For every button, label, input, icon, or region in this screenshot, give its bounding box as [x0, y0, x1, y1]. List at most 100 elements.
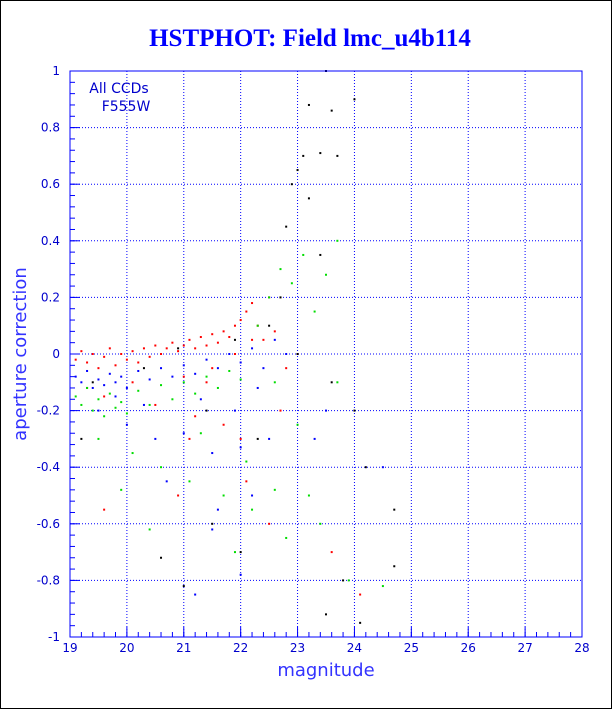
data-point: [182, 344, 185, 347]
data-point: [330, 109, 333, 112]
data-point: [330, 551, 333, 554]
y-tick-label: 0.4: [41, 234, 60, 248]
data-point: [137, 361, 140, 364]
y-tick-label: -0.2: [37, 404, 60, 418]
data-point: [74, 358, 77, 361]
data-point: [239, 319, 242, 322]
data-point: [279, 268, 282, 271]
data-point: [160, 367, 163, 370]
data-point: [381, 585, 384, 588]
data-point: [194, 372, 197, 375]
data-point: [233, 324, 236, 327]
data-point: [211, 528, 214, 531]
data-point: [256, 386, 259, 389]
data-point: [290, 282, 293, 285]
data-point: [194, 392, 197, 395]
data-point: [108, 372, 111, 375]
data-point: [160, 384, 163, 387]
data-point: [154, 344, 157, 347]
data-point: [137, 389, 140, 392]
data-point: [177, 494, 180, 497]
x-tick-label: 23: [290, 641, 305, 655]
data-point: [336, 154, 339, 157]
data-point: [239, 573, 242, 576]
data-point: [120, 401, 123, 404]
data-point: [142, 367, 145, 370]
data-point: [154, 403, 157, 406]
data-point: [148, 403, 151, 406]
data-point: [268, 324, 271, 327]
data-point: [273, 330, 276, 333]
data-point: [142, 403, 145, 406]
data-point: [148, 355, 151, 358]
data-point: [137, 369, 140, 372]
annotation-filter: F555W: [102, 99, 151, 115]
data-point: [86, 386, 89, 389]
data-point: [142, 347, 145, 350]
data-point: [222, 330, 225, 333]
data-point: [359, 621, 362, 624]
data-point: [245, 480, 248, 483]
data-point: [131, 381, 134, 384]
data-point: [80, 403, 83, 406]
data-point: [160, 556, 163, 559]
data-point: [188, 480, 191, 483]
data-point: [125, 412, 128, 415]
data-point: [302, 154, 305, 157]
data-point: [233, 409, 236, 412]
data-point: [182, 381, 185, 384]
data-point: [353, 98, 356, 101]
data-point: [80, 381, 83, 384]
data-point: [251, 508, 254, 511]
data-point: [199, 336, 202, 339]
data-point: [296, 423, 299, 426]
data-point: [222, 494, 225, 497]
data-point: [233, 551, 236, 554]
x-tick-label: 26: [461, 641, 476, 655]
data-point: [216, 386, 219, 389]
data-point: [251, 302, 254, 305]
data-point: [182, 432, 185, 435]
data-point: [262, 338, 265, 341]
x-tick-label: 20: [119, 641, 134, 655]
data-point: [279, 296, 282, 299]
data-point: [381, 466, 384, 469]
data-point: [205, 344, 208, 347]
y-tick-label: 0.2: [41, 290, 60, 304]
data-point: [182, 364, 185, 367]
data-point: [114, 395, 117, 398]
data-point: [131, 452, 134, 455]
data-point: [296, 353, 299, 355]
data-point: [188, 437, 191, 440]
y-tick-label: 0: [52, 347, 60, 361]
data-point: [228, 369, 231, 372]
x-tick-label: 25: [404, 641, 419, 655]
data-point: [120, 375, 123, 378]
data-point: [353, 409, 356, 412]
data-point: [245, 460, 248, 463]
data-point: [211, 452, 214, 455]
data-point: [177, 350, 180, 353]
data-point: [211, 522, 214, 525]
data-point: [319, 253, 322, 256]
data-point: [251, 347, 254, 350]
data-point: [74, 395, 77, 398]
data-point: [325, 273, 327, 276]
data-point: [245, 310, 248, 313]
data-point: [194, 347, 197, 350]
data-point: [290, 183, 293, 186]
data-point: [86, 369, 89, 372]
data-point: [97, 378, 100, 381]
data-point: [239, 551, 242, 554]
data-point: [131, 350, 134, 353]
data-point: [108, 347, 111, 350]
data-point: [194, 415, 197, 418]
axis-ticks: 19 20 21 22 23 24 25 26 27 28 1 0.8 0.6 0.4 0.2 0 -0.2 -0…: [37, 64, 590, 655]
data-point: [114, 406, 117, 409]
data-points: [74, 70, 396, 624]
data-point: [154, 437, 157, 440]
data-point: [268, 296, 271, 299]
data-point: [165, 480, 168, 483]
y-tick-label: -1: [48, 630, 60, 644]
annotation-ccds: All CCDs: [89, 81, 148, 97]
